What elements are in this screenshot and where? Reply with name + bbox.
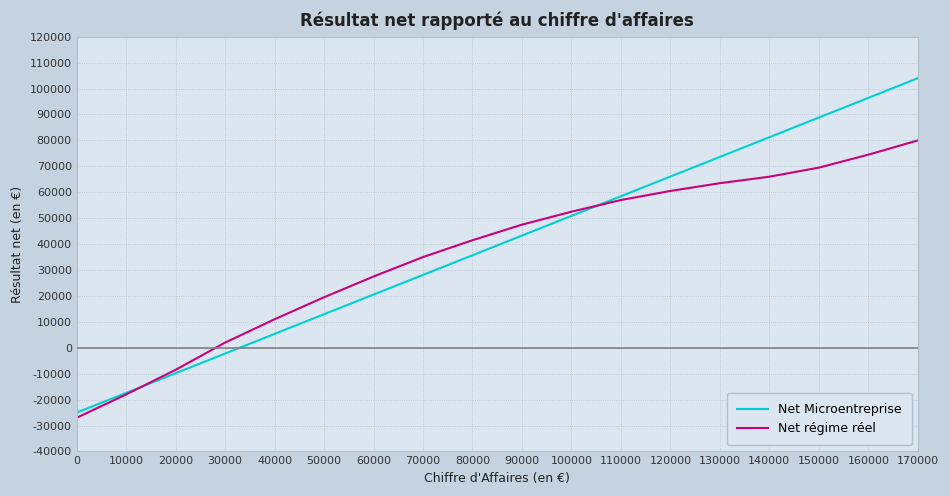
Net régime réel (714, 180, 726, 186)
Net régime réel (764, 174, 775, 180)
Net régime réel (417, 254, 428, 260)
Net régime réel (566, 209, 578, 215)
Net régime réel (71, 415, 83, 421)
Net régime réel (170, 367, 181, 373)
Net régime réel (813, 165, 825, 171)
Line: Net régime réel: Net régime réel (77, 140, 918, 418)
Net régime réel (318, 294, 330, 300)
Net régime réel (269, 316, 280, 322)
Net régime réel (121, 391, 132, 397)
Legend: Net Microentreprise, Net régime réel: Net Microentreprise, Net régime réel (727, 393, 912, 445)
Net régime réel (616, 197, 627, 203)
Y-axis label: Résultat net (en €): Résultat net (en €) (11, 186, 24, 303)
X-axis label: Chiffre d'Affaires (en €): Chiffre d'Affaires (en €) (425, 472, 570, 485)
Net régime réel (368, 273, 379, 279)
Net régime réel (516, 222, 527, 228)
Net régime réel (219, 340, 231, 346)
Net régime réel (466, 237, 478, 243)
Net régime réel (912, 137, 923, 143)
Title: Résultat net rapporté au chiffre d'affaires: Résultat net rapporté au chiffre d'affai… (300, 11, 694, 30)
Net régime réel (863, 152, 874, 158)
Net régime réel (665, 188, 676, 194)
